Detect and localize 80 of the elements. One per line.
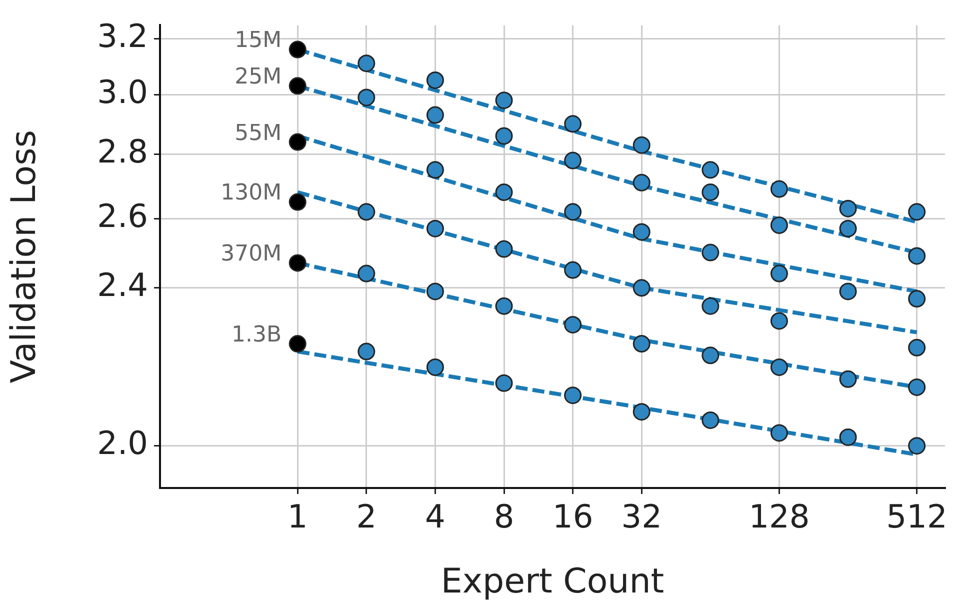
series-label: 25M <box>234 64 282 90</box>
point <box>426 358 444 376</box>
point <box>426 106 444 124</box>
point <box>564 152 582 170</box>
x-tick-label: 128 <box>748 498 810 536</box>
point <box>702 297 720 315</box>
x-tick-label: 16 <box>552 498 594 536</box>
point <box>564 261 582 279</box>
point <box>495 92 513 110</box>
y-tick-label: 2.4 <box>97 266 148 304</box>
x-tick-label: 2 <box>356 498 377 536</box>
point <box>426 282 444 300</box>
point <box>288 254 306 272</box>
y-tick-label: 2.8 <box>97 132 148 171</box>
y-axis-title: Validation Loss <box>4 130 44 384</box>
point <box>495 127 513 145</box>
point <box>564 203 582 221</box>
series-label: 130M <box>220 180 282 206</box>
point <box>839 428 857 446</box>
point <box>358 54 376 72</box>
point <box>288 77 306 95</box>
y-tick-label: 2.6 <box>97 196 148 235</box>
point <box>288 133 306 151</box>
point <box>632 403 650 421</box>
x-tick-label: 1 <box>287 498 308 536</box>
point <box>908 437 926 455</box>
point <box>495 374 513 392</box>
point <box>702 346 720 364</box>
y-tick-label: 3.2 <box>97 16 148 55</box>
point <box>770 180 788 198</box>
point <box>358 88 376 106</box>
y-tick-label: 3.0 <box>97 72 148 111</box>
point <box>495 297 513 315</box>
point <box>358 342 376 360</box>
point <box>702 161 720 179</box>
point <box>495 184 513 202</box>
point <box>288 335 306 353</box>
point <box>495 240 513 258</box>
point <box>564 115 582 133</box>
point <box>426 220 444 238</box>
point <box>839 220 857 238</box>
x-axis-title: Expert Count <box>440 561 664 602</box>
point <box>426 161 444 179</box>
point <box>839 200 857 218</box>
point <box>288 40 306 58</box>
x-tick-label: 32 <box>621 498 662 536</box>
point <box>770 312 788 330</box>
series-label: 55M <box>234 120 282 146</box>
point <box>702 411 720 429</box>
point <box>358 264 376 282</box>
point <box>770 216 788 234</box>
point <box>908 378 926 396</box>
point <box>632 136 650 154</box>
point <box>908 338 926 356</box>
x-tick-label: 512 <box>886 498 948 536</box>
point <box>908 290 926 308</box>
x-tick-label: 8 <box>494 498 514 536</box>
point <box>839 282 857 300</box>
point <box>564 316 582 334</box>
point <box>288 193 306 211</box>
point <box>632 335 650 353</box>
series-label: 370M <box>220 242 282 267</box>
point <box>632 279 650 297</box>
point <box>908 203 926 221</box>
point <box>564 386 582 404</box>
series-label: 1.3B <box>232 322 282 348</box>
point <box>702 244 720 262</box>
point <box>358 203 376 221</box>
point <box>839 370 857 388</box>
series-label: 15M <box>234 28 282 54</box>
point <box>770 358 788 376</box>
x-tick-label: 4 <box>425 498 446 536</box>
point <box>702 184 720 202</box>
point <box>770 424 788 442</box>
point <box>632 174 650 192</box>
point <box>632 223 650 241</box>
y-tick-label: 2.0 <box>97 424 148 462</box>
point <box>426 71 444 89</box>
point <box>908 247 926 265</box>
point <box>770 264 788 282</box>
